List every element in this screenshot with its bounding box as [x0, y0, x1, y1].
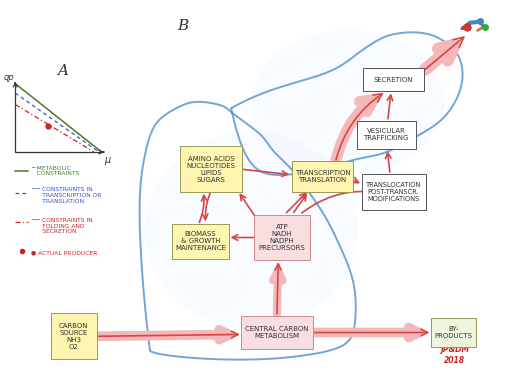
- FancyBboxPatch shape: [357, 121, 416, 149]
- FancyBboxPatch shape: [241, 316, 313, 349]
- FancyBboxPatch shape: [173, 224, 229, 258]
- Text: ● ACTUAL PRODUCER: ● ACTUAL PRODUCER: [31, 250, 98, 255]
- FancyBboxPatch shape: [362, 174, 426, 210]
- FancyBboxPatch shape: [254, 214, 310, 261]
- Text: μ: μ: [105, 155, 111, 165]
- Ellipse shape: [145, 131, 358, 329]
- Text: CARBON
SOURCE
NH3
O2: CARBON SOURCE NH3 O2: [59, 323, 88, 350]
- FancyBboxPatch shape: [431, 318, 477, 347]
- Text: SECRETION: SECRETION: [374, 77, 414, 83]
- FancyBboxPatch shape: [180, 146, 242, 192]
- Text: ATP
NADH
NADPH
PRECURSORS: ATP NADH NADPH PRECURSORS: [259, 224, 305, 251]
- FancyBboxPatch shape: [50, 313, 97, 359]
- Text: TRANSLOCATION
POST-TRANSCR.
MODIFICATIONS: TRANSLOCATION POST-TRANSCR. MODIFICATION…: [366, 182, 422, 202]
- Text: ─·─ CONSTRAINTS IN
      FOLDING AND
      SECRETION: ─·─ CONSTRAINTS IN FOLDING AND SECRETION: [31, 218, 93, 234]
- Text: VESICULAR
TRAFFICKING: VESICULAR TRAFFICKING: [363, 128, 409, 141]
- Text: B: B: [177, 19, 188, 33]
- FancyBboxPatch shape: [292, 161, 354, 192]
- Text: CENTRAL CARBON
METABOLISM: CENTRAL CARBON METABOLISM: [245, 326, 309, 339]
- Ellipse shape: [251, 30, 444, 175]
- Text: BY-
PRODUCTS: BY- PRODUCTS: [435, 326, 472, 339]
- Text: BIOMASS
& GROWTH
MAINTENANCE: BIOMASS & GROWTH MAINTENANCE: [175, 231, 226, 251]
- Text: A: A: [57, 64, 68, 78]
- Text: JP&DM
2018: JP&DM 2018: [440, 345, 469, 365]
- Text: TRANSCRIPTION
TRANSLATION: TRANSCRIPTION TRANSLATION: [295, 170, 351, 183]
- FancyBboxPatch shape: [363, 68, 425, 91]
- Text: AMINO ACIDS
NUCLEOTIDES
LIPIDS
SUGARS: AMINO ACIDS NUCLEOTIDES LIPIDS SUGARS: [186, 155, 235, 183]
- Text: ─ METABOLIC
   CONSTRAINTS: ─ METABOLIC CONSTRAINTS: [31, 166, 80, 176]
- Text: ─ ─ CONSTRAINTS IN
      TRANSCRIPTION OR
      TRANSLATION: ─ ─ CONSTRAINTS IN TRANSCRIPTION OR TRAN…: [31, 187, 102, 204]
- Text: qp: qp: [4, 73, 15, 82]
